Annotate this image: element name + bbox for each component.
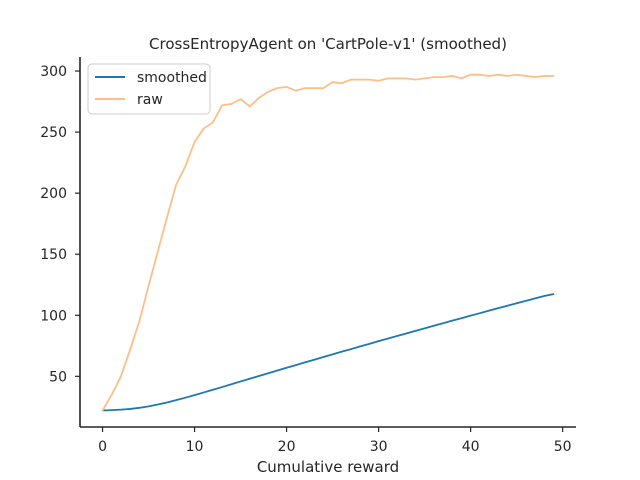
legend-label-raw: raw — [137, 92, 163, 108]
x-tick-label: 0 — [98, 439, 107, 455]
series-layer — [101, 73, 555, 412]
x-tick-label: 30 — [370, 439, 388, 455]
x-tick-label: 40 — [462, 439, 480, 455]
y-tick-label: 300 — [40, 64, 67, 80]
series-line-smoothed — [101, 293, 555, 412]
y-tick-label: 150 — [40, 247, 67, 263]
x-tick-label: 20 — [278, 439, 296, 455]
chart-title: CrossEntropyAgent on 'CartPole-v1' (smoo… — [149, 35, 507, 53]
y-tick-label: 250 — [40, 125, 67, 141]
y-axis-ticks: 50 100 150 200 250 300 — [40, 64, 80, 385]
series-line-raw — [101, 73, 555, 412]
x-tick-label: 10 — [186, 439, 204, 455]
x-axis-ticks: 0 10 20 30 40 50 — [98, 427, 572, 455]
x-tick-label: 50 — [554, 439, 572, 455]
y-tick-label: 50 — [49, 369, 67, 385]
x-axis-title: Cumulative reward — [257, 458, 399, 476]
legend: smoothed raw — [87, 63, 211, 115]
legend-label-smoothed: smoothed — [137, 70, 207, 86]
y-tick-label: 200 — [40, 186, 67, 202]
y-tick-label: 100 — [40, 308, 67, 324]
